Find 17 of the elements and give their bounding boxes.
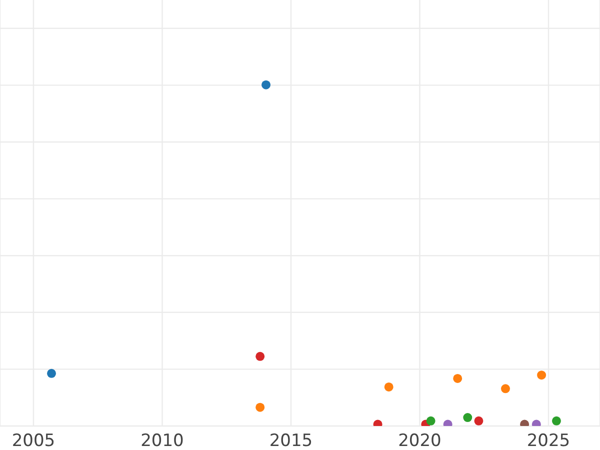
x-tick-label: 2010 bbox=[140, 431, 184, 450]
x-tick-label: 2015 bbox=[269, 431, 313, 450]
point bbox=[47, 368, 56, 378]
point bbox=[474, 416, 484, 426]
point bbox=[500, 384, 510, 394]
point bbox=[537, 370, 546, 380]
point bbox=[463, 413, 472, 422]
x-tick-label: 2020 bbox=[398, 431, 442, 450]
point bbox=[256, 402, 265, 412]
point bbox=[256, 352, 265, 361]
point bbox=[262, 80, 271, 90]
point bbox=[426, 416, 436, 426]
point bbox=[552, 416, 561, 426]
x-tick-label: 2005 bbox=[12, 431, 56, 450]
x-tick-label: 2025 bbox=[526, 431, 570, 450]
point bbox=[453, 374, 462, 383]
point bbox=[384, 382, 394, 392]
